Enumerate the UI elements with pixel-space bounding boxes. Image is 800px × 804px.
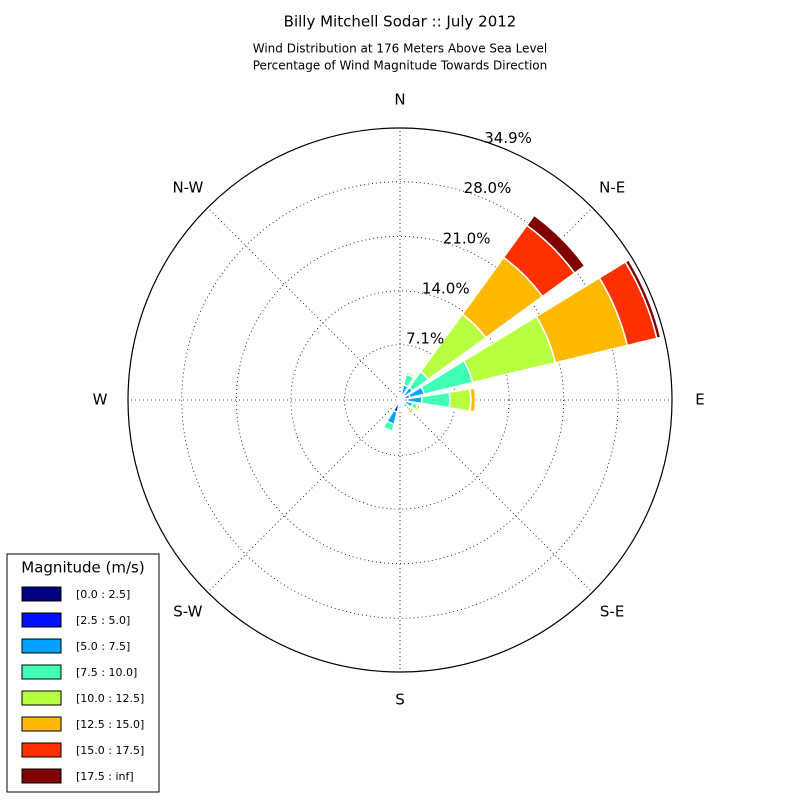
legend-swatch — [22, 769, 61, 783]
legend-label: [2.5 : 5.0] — [76, 614, 130, 627]
plot-area: N N-E E S-E S S-W W N-W 7.1% 14.0% 21.0% 28.0% 34.9% — [93, 91, 705, 709]
spoke — [208, 400, 400, 592]
direction-label: N — [394, 91, 405, 109]
legend-swatch — [22, 587, 61, 601]
r-tick-label: 21.0% — [443, 229, 491, 247]
legend-label: [5.0 : 7.5] — [76, 640, 130, 653]
direction-label: S-W — [173, 603, 202, 621]
wind-bar-segment — [402, 407, 404, 408]
direction-label: S-E — [600, 603, 624, 621]
legend-label: [10.0 : 12.5] — [76, 692, 144, 705]
direction-label: S — [395, 691, 405, 709]
legend-label: [15.0 : 17.5] — [76, 744, 144, 757]
r-tick-label: 7.1% — [406, 329, 444, 347]
spoke — [208, 208, 400, 400]
direction-label: E — [695, 391, 704, 409]
direction-label: N-W — [172, 178, 203, 196]
legend-swatch — [22, 743, 61, 757]
legend-swatch — [22, 639, 61, 653]
legend-swatch — [22, 665, 61, 679]
r-tick-label: 14.0% — [422, 280, 470, 298]
wind-bar-segment — [449, 389, 471, 411]
chart-subtitle: Percentage of Wind Magnitude Towards Dir… — [253, 59, 547, 73]
direction-label: N-E — [599, 178, 625, 196]
wind-bar-segment — [398, 395, 399, 396]
legend-title: Magnitude (m/s) — [21, 559, 144, 577]
r-tick-label: 28.0% — [464, 179, 512, 197]
legend-swatch — [22, 613, 61, 627]
legend-label: [17.5 : inf] — [76, 770, 134, 783]
legend-label: [7.5 : 10.0] — [76, 666, 137, 679]
legend: Magnitude (m/s) [0.0 : 2.5] [2.5 : 5.0] [5… — [7, 554, 159, 792]
spoke — [400, 400, 592, 592]
chart-subtitle: Wind Distribution at 176 Meters Above Se… — [253, 42, 548, 56]
legend-label: [0.0 : 2.5] — [76, 588, 130, 601]
chart-title: Billy Mitchell Sodar :: July 2012 — [284, 13, 517, 31]
direction-label: W — [93, 391, 108, 409]
r-tick-label: 34.9% — [484, 129, 532, 147]
legend-label: [12.5 : 15.0] — [76, 718, 144, 731]
legend-swatch — [22, 717, 61, 731]
legend-swatch — [22, 691, 61, 705]
